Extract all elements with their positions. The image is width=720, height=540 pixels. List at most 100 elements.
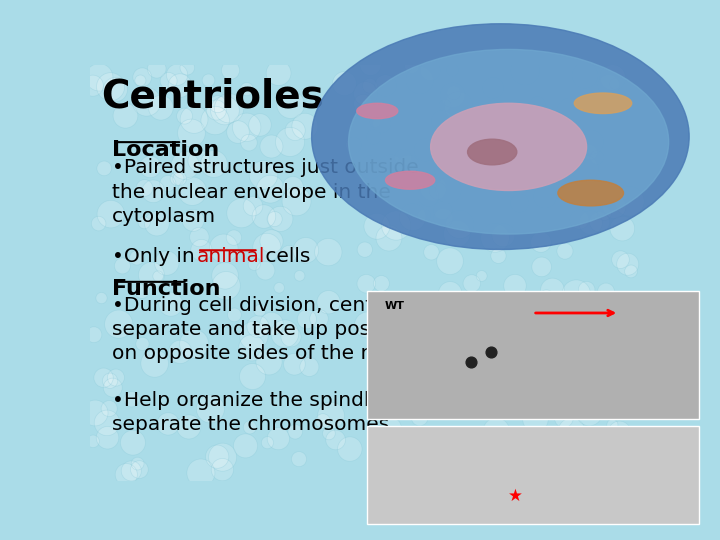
Point bbox=[567, 342, 579, 350]
Point bbox=[254, 306, 266, 315]
Point bbox=[379, 81, 391, 90]
Point bbox=[181, 63, 193, 72]
Point bbox=[550, 320, 562, 329]
Point bbox=[374, 446, 385, 455]
Point bbox=[406, 62, 418, 71]
Point bbox=[93, 219, 104, 228]
Point bbox=[454, 134, 466, 143]
Point bbox=[406, 62, 418, 71]
Point bbox=[220, 281, 232, 290]
Point bbox=[131, 253, 143, 262]
Point bbox=[602, 327, 613, 336]
Point bbox=[174, 81, 186, 90]
Point bbox=[252, 322, 264, 331]
Point bbox=[151, 64, 163, 73]
Point bbox=[390, 221, 402, 230]
Point bbox=[368, 133, 379, 141]
Point bbox=[535, 238, 546, 246]
Point bbox=[344, 445, 356, 454]
Point bbox=[447, 91, 459, 100]
Point bbox=[444, 257, 456, 266]
Point bbox=[155, 103, 166, 112]
Point bbox=[325, 411, 337, 420]
Point bbox=[432, 187, 444, 195]
Point bbox=[622, 260, 634, 268]
Point bbox=[174, 174, 186, 183]
Point bbox=[580, 164, 591, 173]
Point bbox=[536, 151, 548, 159]
Point bbox=[313, 314, 325, 323]
Point bbox=[541, 293, 552, 301]
Point bbox=[374, 446, 385, 455]
Point bbox=[438, 166, 449, 175]
Point bbox=[137, 340, 148, 348]
Point bbox=[423, 328, 435, 337]
Point bbox=[613, 428, 625, 437]
Point bbox=[204, 404, 216, 413]
Point bbox=[210, 116, 221, 125]
Point bbox=[582, 197, 594, 205]
Point bbox=[465, 358, 477, 367]
Point bbox=[171, 71, 183, 79]
Point bbox=[418, 211, 430, 220]
Point bbox=[187, 216, 199, 225]
Point bbox=[162, 179, 174, 188]
Point bbox=[204, 404, 216, 413]
Point bbox=[533, 354, 544, 363]
Point bbox=[490, 234, 501, 242]
Point bbox=[131, 253, 143, 262]
Point bbox=[104, 404, 115, 413]
Point bbox=[550, 320, 562, 329]
Point bbox=[549, 465, 560, 474]
Point bbox=[600, 287, 612, 296]
Point bbox=[163, 77, 174, 85]
Point bbox=[248, 332, 260, 340]
Point bbox=[603, 81, 615, 90]
Ellipse shape bbox=[467, 139, 517, 165]
Point bbox=[536, 262, 547, 271]
Text: animal: animal bbox=[197, 247, 266, 266]
Point bbox=[323, 248, 334, 256]
Point bbox=[613, 428, 625, 437]
Point bbox=[87, 82, 99, 90]
Point bbox=[120, 470, 132, 479]
Point bbox=[568, 312, 580, 320]
Point bbox=[414, 413, 426, 422]
Point bbox=[627, 304, 639, 313]
Point bbox=[293, 455, 305, 463]
Point bbox=[585, 138, 597, 146]
Text: •During cell division, centrioles
separate and take up positions
on opposite sid: •During cell division, centrioles separa… bbox=[112, 295, 439, 363]
Point bbox=[246, 343, 258, 352]
Point bbox=[246, 343, 258, 352]
Point bbox=[585, 218, 596, 227]
Point bbox=[594, 218, 606, 226]
Point bbox=[608, 202, 620, 211]
Point bbox=[466, 279, 477, 288]
Point bbox=[517, 120, 528, 129]
Point bbox=[490, 427, 502, 436]
Point bbox=[357, 99, 369, 108]
Point bbox=[515, 125, 526, 133]
Point bbox=[264, 357, 275, 366]
Point bbox=[301, 315, 312, 323]
Point bbox=[212, 453, 223, 461]
Point bbox=[137, 340, 148, 348]
Point bbox=[438, 398, 449, 407]
Point bbox=[379, 81, 391, 90]
Point bbox=[225, 66, 236, 75]
Text: WT: WT bbox=[384, 301, 404, 310]
Point bbox=[323, 298, 334, 307]
Point bbox=[498, 231, 509, 240]
Point bbox=[621, 441, 633, 450]
Point bbox=[285, 333, 297, 341]
Point bbox=[89, 409, 101, 417]
Point bbox=[459, 471, 471, 480]
Point bbox=[317, 417, 328, 426]
Point bbox=[621, 441, 633, 450]
Point bbox=[370, 458, 382, 467]
Point bbox=[397, 153, 409, 162]
Point bbox=[228, 233, 240, 242]
Point bbox=[418, 211, 430, 220]
Point bbox=[186, 129, 197, 137]
Point bbox=[105, 83, 117, 91]
